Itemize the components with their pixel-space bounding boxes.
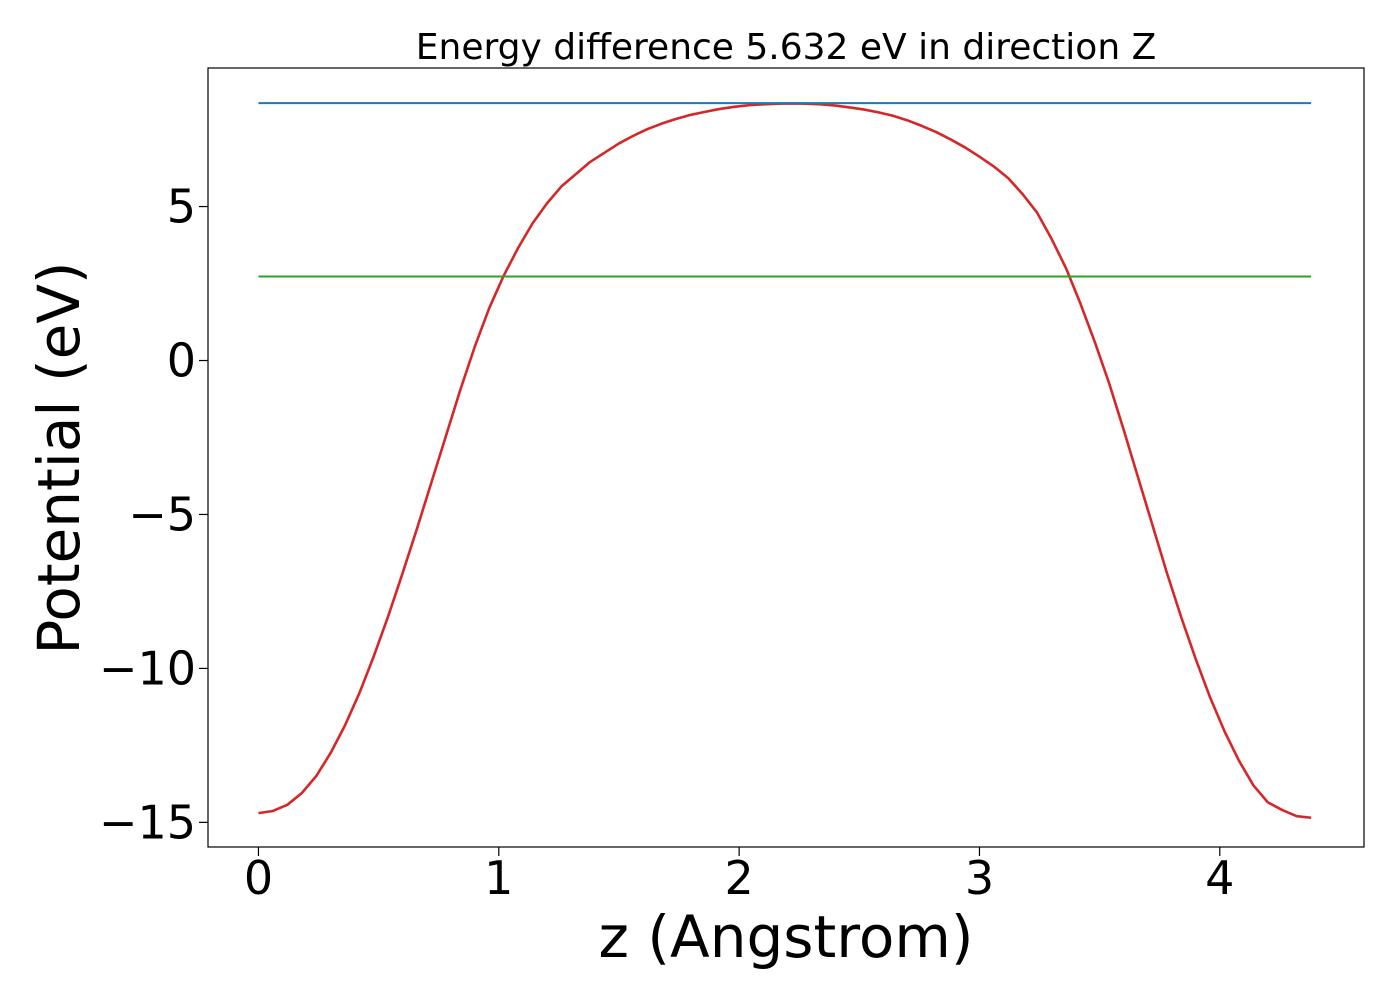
y-tick-label: −5 (128, 487, 196, 541)
x-axis-ticks: 0 1 2 3 4 (244, 847, 1234, 905)
x-tick-label: 1 (484, 851, 513, 905)
x-axis-label: z (Angstrom) (599, 903, 974, 971)
y-tick-label: −15 (99, 795, 196, 849)
chart-title: Energy difference 5.632 eV in direction … (416, 27, 1157, 68)
potential-curve (258, 102, 1312, 820)
x-tick-label: 0 (244, 851, 273, 905)
plot-frame (207, 67, 1365, 848)
x-tick-label: 2 (724, 851, 753, 905)
y-tick-label: 0 (167, 334, 196, 388)
y-tick-label: −10 (99, 641, 196, 695)
x-tick-label: 4 (1205, 851, 1234, 905)
x-tick-label: 3 (965, 851, 994, 905)
series-layer (258, 102, 1312, 820)
y-axis-ticks: −15 −10 −5 0 5 (99, 180, 208, 849)
y-axis-label: Potential (eV) (25, 261, 93, 654)
y-tick-label: 5 (167, 180, 196, 234)
